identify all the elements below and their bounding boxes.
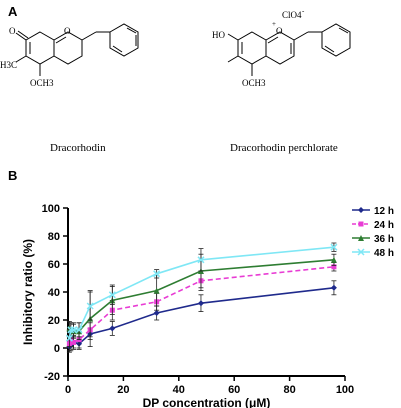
y-tick-label: -20 <box>44 371 60 383</box>
dracorhodin-perchlorate-structure <box>227 23 351 76</box>
dracorhodin-structure <box>15 23 139 76</box>
ring-oxygen-label-left: O <box>64 26 71 36</box>
dracorhodin-perchlorate-caption: Dracorhodin perchlorate <box>230 142 338 154</box>
dracorhodin-caption: Dracorhodin <box>50 142 106 154</box>
legend-item-36h: 36 h <box>352 234 394 245</box>
methoxy-label-right: OCH3 <box>242 78 266 88</box>
legend-label-36h: 36 h <box>374 234 394 245</box>
series-12h <box>66 280 337 353</box>
data-point-48h <box>65 334 73 342</box>
x-axis-label: DP concentration (μM) <box>143 396 271 408</box>
data-point-12h <box>153 310 160 316</box>
series-48h <box>65 242 338 348</box>
series-36h <box>66 253 337 348</box>
x-tick-label: 80 <box>283 384 295 396</box>
axes-layer: -20 0 20 40 60 80 100 0 20 40 60 80 100 DP concentrat… <box>21 203 354 408</box>
x-tick-label: 0 <box>65 384 71 396</box>
y-tick-label: 80 <box>48 231 60 243</box>
y-axis-label: Inhibitory ratio (%) <box>21 239 35 345</box>
data-point-12h <box>330 284 337 291</box>
legend-label-12h: 12 h <box>374 206 394 217</box>
series-line-24h <box>68 266 335 345</box>
data-point-48h <box>67 326 75 334</box>
legend-swatch-marker <box>357 248 365 256</box>
data-point-24h <box>71 339 77 345</box>
y-tick-label: 100 <box>42 203 60 215</box>
data-point-48h <box>86 302 94 310</box>
legend-item-12h: 12 h <box>352 206 394 217</box>
molecule-structures: O O H3C OCH3 HO O + ClO4 - OCH3 <box>0 7 351 88</box>
legend-item-24h: 24 h <box>352 220 394 231</box>
cation-charge-label: + <box>272 20 276 28</box>
data-point-24h <box>331 264 337 270</box>
counter-ion-charge-label: - <box>302 7 305 15</box>
data-point-48h <box>197 256 205 264</box>
legend-label-48h: 48 h <box>374 248 394 259</box>
panel-label-a: A <box>8 4 18 19</box>
y-tick-label: 40 <box>48 287 60 299</box>
data-point-48h <box>75 326 83 334</box>
series-24h <box>66 262 337 352</box>
methoxy-label-left: OCH3 <box>30 78 54 88</box>
carbonyl-oxygen-label: O <box>9 26 16 36</box>
x-tick-label: 40 <box>173 384 185 396</box>
inhibitory-ratio-chart: -20 0 20 40 60 80 100 0 20 40 60 80 100 DP concentrat… <box>21 203 394 408</box>
hydroxyl-label: HO <box>212 30 225 40</box>
data-point-36h <box>330 256 337 263</box>
x-tick-label: 100 <box>336 384 354 396</box>
x-tick-label: 20 <box>117 384 129 396</box>
legend-swatch-marker <box>358 221 364 227</box>
legend-label-24h: 24 h <box>374 220 394 231</box>
y-tick-label: 60 <box>48 259 60 271</box>
data-point-48h <box>330 243 338 251</box>
legend-swatch-marker <box>358 235 364 241</box>
panel-label-b: B <box>8 168 18 183</box>
counter-ion-label: ClO4 <box>282 10 302 20</box>
data-point-48h <box>70 326 78 334</box>
data-point-48h <box>108 291 116 299</box>
y-tick-label: 20 <box>48 315 60 327</box>
data-point-48h <box>153 270 161 278</box>
methyl-label: H3C <box>0 60 17 70</box>
data-point-12h <box>197 300 204 307</box>
series-layer <box>65 242 338 353</box>
legend-item-48h: 48 h <box>352 248 394 259</box>
y-tick-label: 0 <box>54 343 60 355</box>
legend-swatch-marker <box>358 207 364 213</box>
legend: 12 h 24 h 36 h 48 h <box>352 206 394 259</box>
data-point-36h <box>153 287 160 294</box>
data-point-12h <box>109 325 116 332</box>
ring-oxygen-label-right: O <box>276 26 283 36</box>
x-tick-label: 60 <box>228 384 240 396</box>
